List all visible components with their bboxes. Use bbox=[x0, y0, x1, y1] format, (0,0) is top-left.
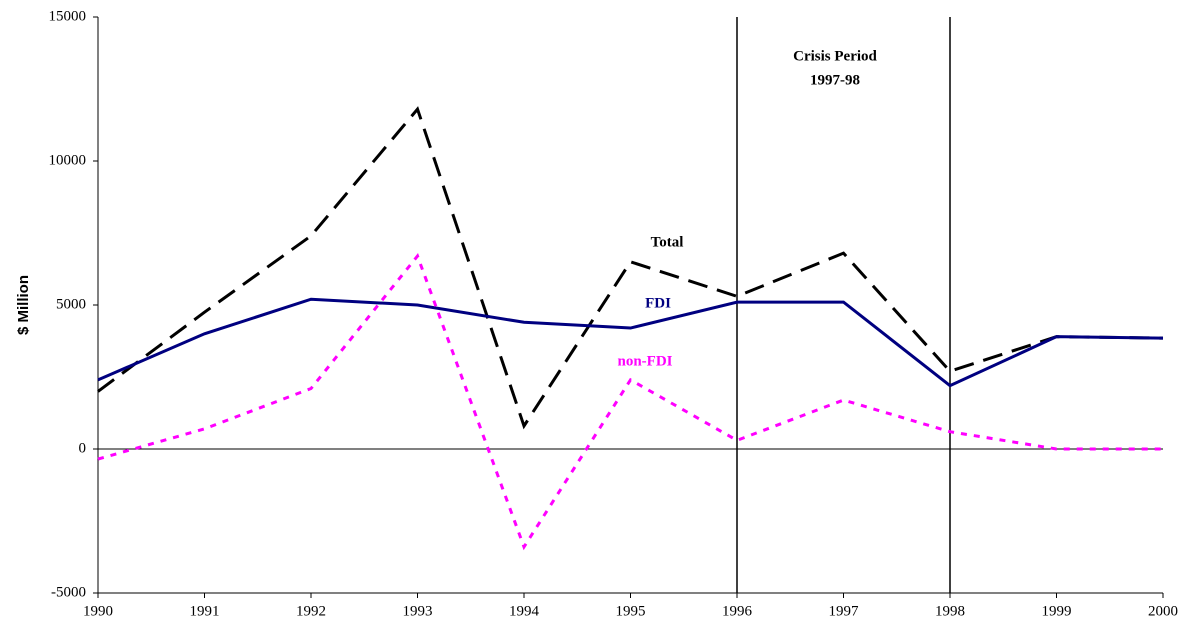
x-tick-label: 1994 bbox=[509, 603, 540, 619]
x-tick-label: 1993 bbox=[403, 603, 433, 619]
series-line bbox=[97, 297, 1164, 388]
series-label: non-FDI bbox=[617, 353, 672, 369]
annotation: 1997-98 bbox=[810, 72, 860, 88]
x-tick-label: 1999 bbox=[1042, 603, 1072, 619]
y-axis-label: $ Million bbox=[15, 275, 32, 335]
y-tick-label: 10000 bbox=[49, 152, 87, 168]
series-line bbox=[97, 106, 1164, 430]
x-tick-label: 1995 bbox=[616, 603, 646, 619]
series-label: Total bbox=[651, 234, 684, 250]
y-tick-label: 5000 bbox=[56, 296, 86, 312]
series-line bbox=[97, 253, 1163, 551]
x-tick-label: 1992 bbox=[296, 603, 326, 619]
y-tick-label: 15000 bbox=[49, 8, 87, 24]
y-tick-label: 0 bbox=[79, 440, 87, 456]
annotation: Crisis Period bbox=[793, 48, 877, 64]
x-tick-label: 2000 bbox=[1148, 603, 1178, 619]
y-tick-label: -5000 bbox=[51, 584, 86, 600]
x-tick-label: 1998 bbox=[935, 603, 965, 619]
x-tick-label: 1996 bbox=[722, 603, 753, 619]
series-label: FDI bbox=[645, 295, 671, 311]
x-tick-label: 1997 bbox=[829, 603, 860, 619]
x-tick-label: 1990 bbox=[83, 603, 113, 619]
x-tick-label: 1991 bbox=[190, 603, 220, 619]
